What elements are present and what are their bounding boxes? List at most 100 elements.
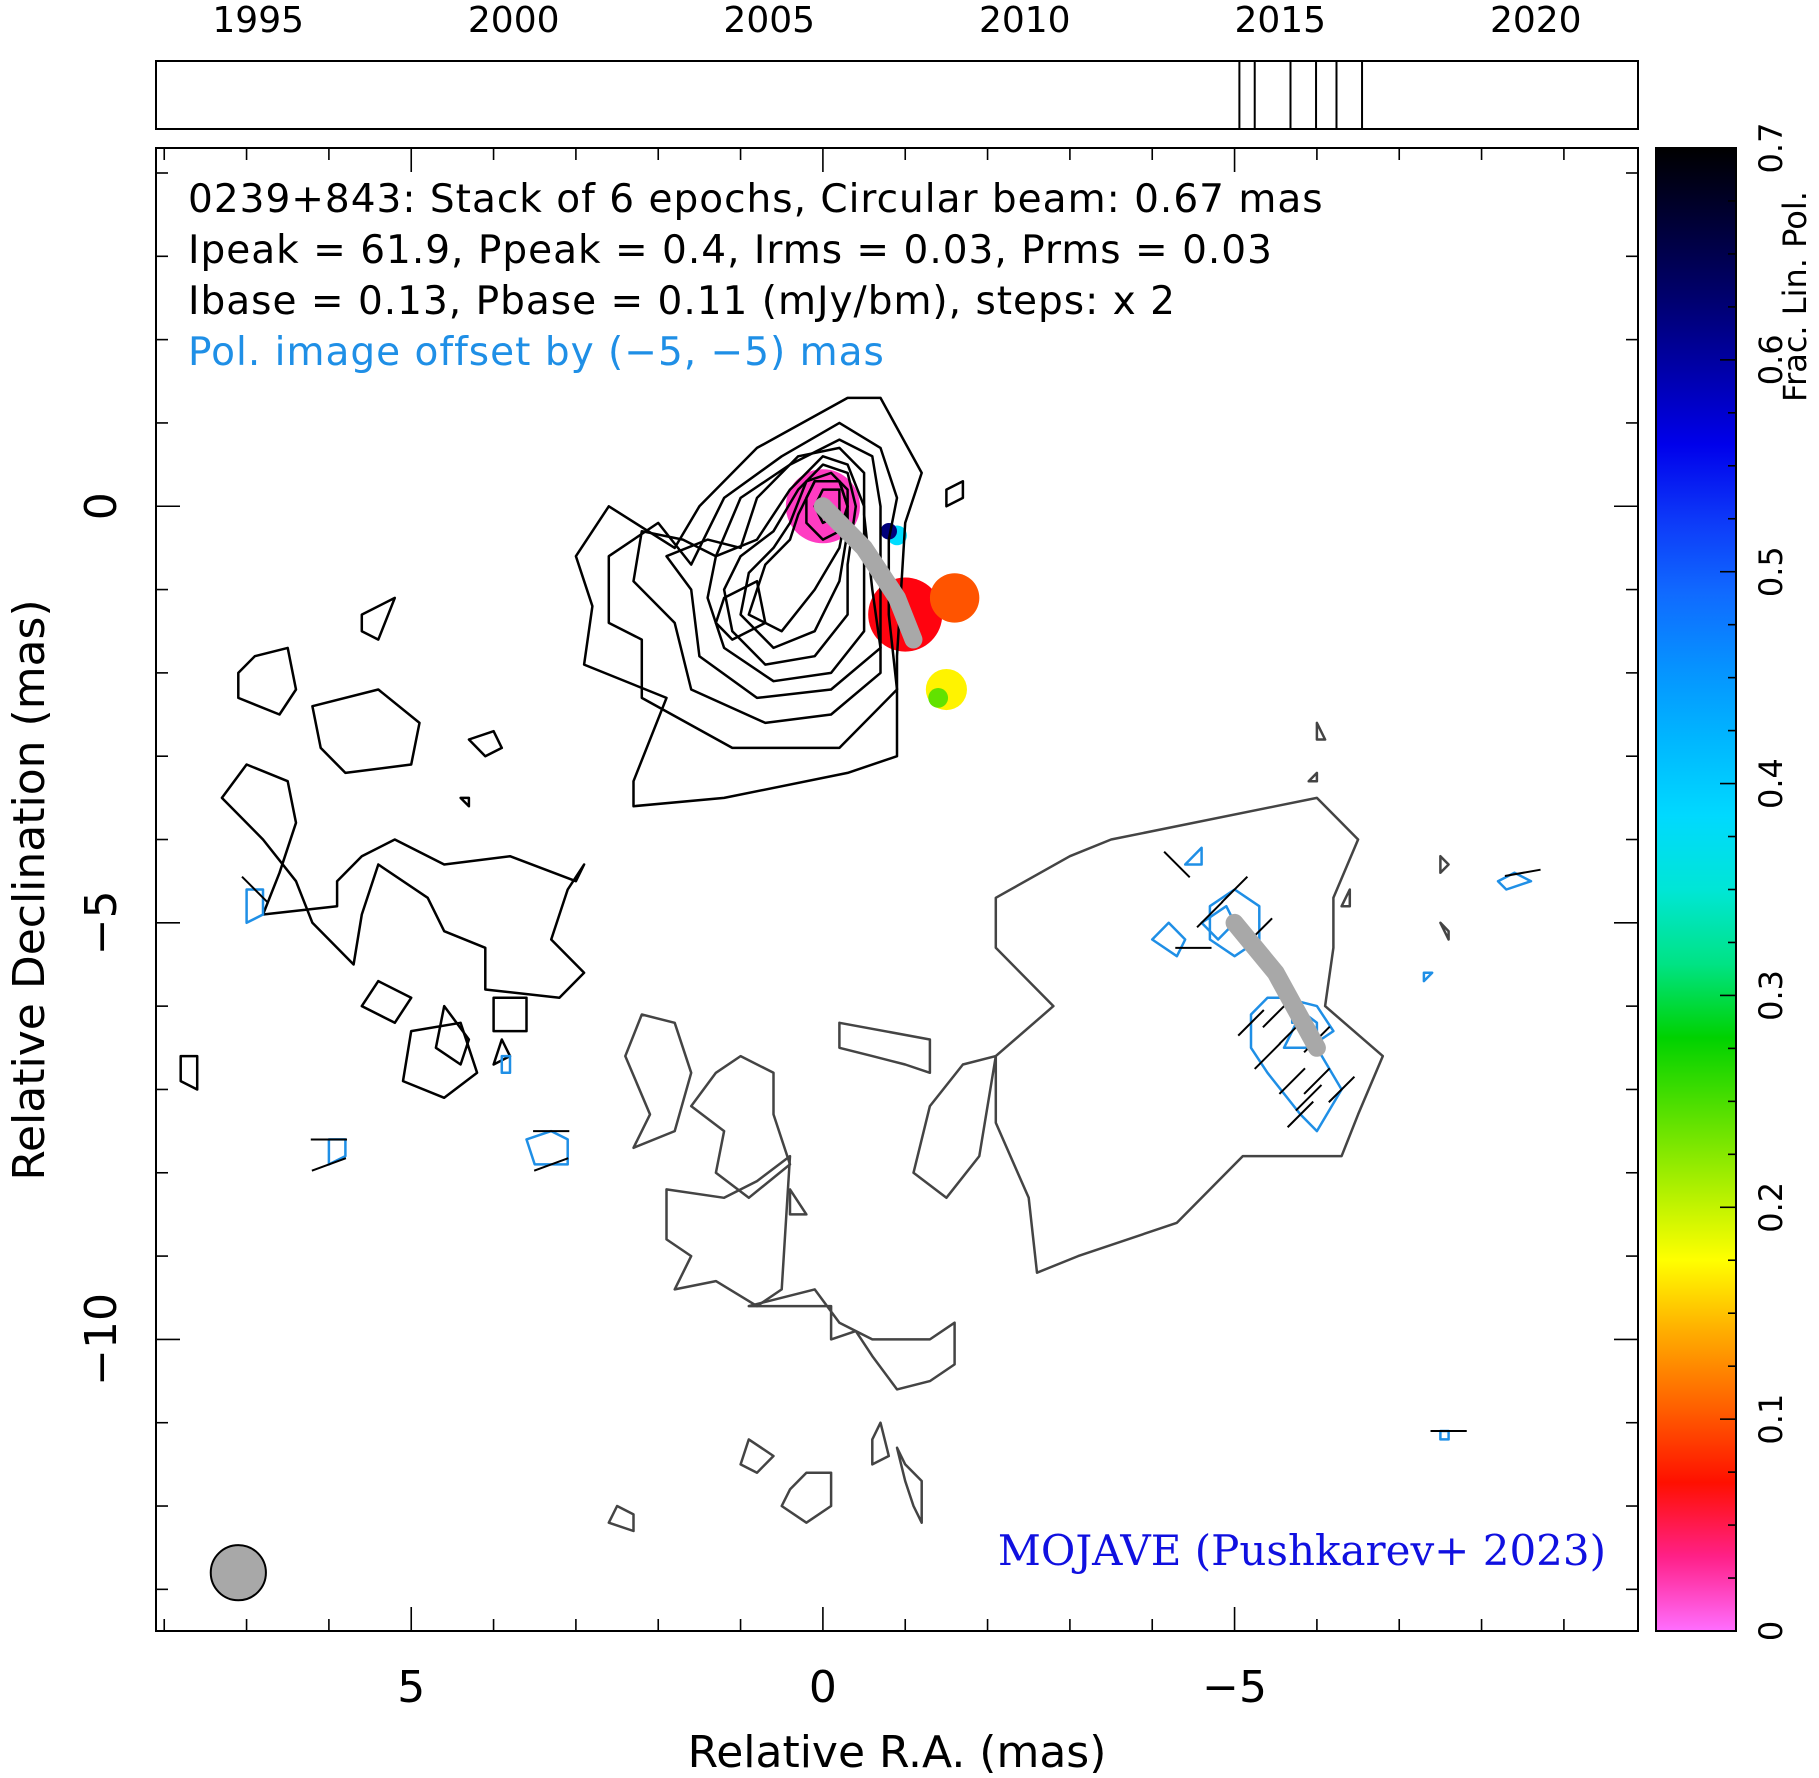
stokes-i-contour (722, 463, 858, 666)
evpa-tick (1237, 1009, 1265, 1037)
frac-pol-pixel (880, 523, 897, 540)
pol-image-contours (607, 721, 1450, 1533)
stokes-i-contour (714, 579, 767, 641)
colorbar-tick-label: 0.5 (1752, 546, 1790, 597)
colorbar-tick-label: 0 (1752, 1621, 1790, 1641)
stokes-i-contour (467, 729, 504, 758)
pol-image-contour (895, 1446, 923, 1524)
x-axis-label: Relative R.A. (mas) (688, 1727, 1107, 1778)
pol-image-contour (665, 1154, 792, 1308)
stokes-i-contour (220, 763, 586, 1000)
pol-contour (1496, 871, 1533, 891)
timeline-year-label: 2015 (1234, 0, 1326, 41)
evpa-tick (1303, 1067, 1331, 1095)
evpa-tick (1328, 1075, 1356, 1103)
timeline-year-label: 1995 (212, 0, 304, 41)
evpa-tick (1286, 1100, 1314, 1128)
ridge-line (813, 497, 923, 649)
pol-image-contour (1439, 921, 1450, 941)
stokes-i-contours (179, 396, 965, 1100)
stokes-i-contour (401, 1021, 479, 1100)
stokes-i-contour (813, 488, 841, 525)
evpa-tick (1221, 875, 1249, 904)
pol-image-contour (747, 1288, 956, 1391)
stokes-i-contour (434, 1004, 471, 1066)
evpa-tick (1253, 1042, 1282, 1070)
y-tick-label: −5 (76, 890, 127, 955)
pol-image-contour (1340, 888, 1352, 908)
stokes-i-contour (665, 446, 882, 700)
timeline-year-labels: 1995 2000 2005 2010 2015 2020 (212, 0, 1581, 41)
ridge-lines (813, 497, 1326, 1057)
timeline-year-label: 2005 (723, 0, 815, 41)
axis-ticks (156, 148, 1638, 1631)
y-tick-labels: 0 −5 −10 (76, 492, 127, 1386)
x-tick-label: 5 (397, 1662, 425, 1713)
pol-image-contour (739, 1438, 775, 1474)
stokes-i-contour (945, 480, 965, 508)
stokes-i-contour (179, 1054, 199, 1091)
stokes-i-contour (492, 996, 528, 1033)
stokes-i-contour (360, 979, 413, 1025)
ridge-line (1225, 913, 1326, 1057)
y-tick-label: 0 (76, 492, 127, 520)
colorbar-tick-label: 0.1 (1752, 1394, 1790, 1445)
colorbar-tick-labels: 0 0.1 0.2 0.3 0.4 0.5 0.6 0.7 (1752, 123, 1790, 1642)
annotation-line-4: Pol. image offset by (−5, −5) mas (188, 330, 885, 375)
colorbar-gradient (1655, 147, 1737, 1632)
colorbar-tick-label: 0.6 (1752, 334, 1790, 385)
y-tick-label: −10 (76, 1293, 127, 1386)
pol-image-contour (1439, 854, 1450, 875)
timeline-box (155, 60, 1639, 130)
epoch-timeline: 1995 2000 2005 2010 2015 2020 (155, 0, 1639, 130)
stokes-i-contour (607, 421, 899, 750)
pol-image-contour (994, 796, 1385, 1274)
x-tick-label: −5 (1202, 1662, 1267, 1713)
colorbar-label: Frac. Lin. Pol. (1776, 191, 1814, 402)
frac-pol-pixel (929, 573, 980, 623)
pol-image-contour (780, 1471, 833, 1524)
pol-contour (245, 888, 265, 925)
evpa-tick (1163, 850, 1191, 879)
beam-ellipse (209, 1544, 267, 1602)
evpa-tick (1278, 1067, 1306, 1095)
colorbar: 0 0.1 0.2 0.3 0.4 0.5 0.6 0.7 Frac. Lin. Pol. (1655, 123, 1814, 1642)
pol-image-contour (871, 1421, 891, 1466)
colorbar-ticks (1720, 147, 1736, 1632)
annotation-line-1: 0239+843: Stack of 6 epochs, Circular be… (188, 177, 1324, 222)
pol-contour (500, 1054, 512, 1075)
colorbar-tick-label: 0.4 (1752, 758, 1790, 809)
evpa-tick (1504, 868, 1541, 877)
timeline-epoch-markers (1238, 61, 1364, 129)
x-tick-labels: 5 0 −5 (397, 1662, 1267, 1713)
timeline-year-label: 2000 (468, 0, 560, 41)
plot-area: 5 0 −5 0 −5 −10 0239+843: Stack of 6 epochs,… (4, 147, 1639, 1778)
pol-contour (1422, 971, 1434, 983)
stokes-i-contour (360, 596, 397, 641)
credit-label: MOJAVE (Pushkarev+ 2023) (998, 1526, 1606, 1575)
timeline-year-label: 2020 (1490, 0, 1582, 41)
stokes-i-contour (459, 796, 471, 808)
evpa-tick (311, 1157, 347, 1172)
pol-contour (1183, 846, 1203, 866)
y-axis-label: Relative Declination (mas) (4, 599, 55, 1180)
annotation-line-2: Ipeak = 61.9, Ppeak = 0.4, Irms = 0.03, … (188, 228, 1273, 273)
evpa-tick (533, 1157, 569, 1172)
colorbar-tick-label: 0.3 (1752, 970, 1790, 1021)
evpa-tick (1295, 1084, 1323, 1112)
stokes-i-contour (574, 396, 923, 808)
pol-image-contour (607, 1504, 635, 1533)
timeline-year-label: 2010 (979, 0, 1071, 41)
stokes-i-contour (311, 688, 421, 775)
pol-image-contour (912, 1054, 998, 1200)
pol-image-contour (838, 1021, 932, 1075)
pol-image-contour (624, 1013, 693, 1150)
plot-frame (156, 148, 1638, 1631)
colorbar-tick-label: 0.2 (1752, 1182, 1790, 1233)
stokes-i-contour (706, 455, 866, 683)
pol-contour (1150, 921, 1187, 958)
annotation-line-3: Ibase = 0.13, Pbase = 0.11 (mJy/bm), ste… (188, 279, 1176, 324)
x-tick-label: 0 (809, 1662, 837, 1713)
pol-image-contour (788, 1188, 808, 1216)
